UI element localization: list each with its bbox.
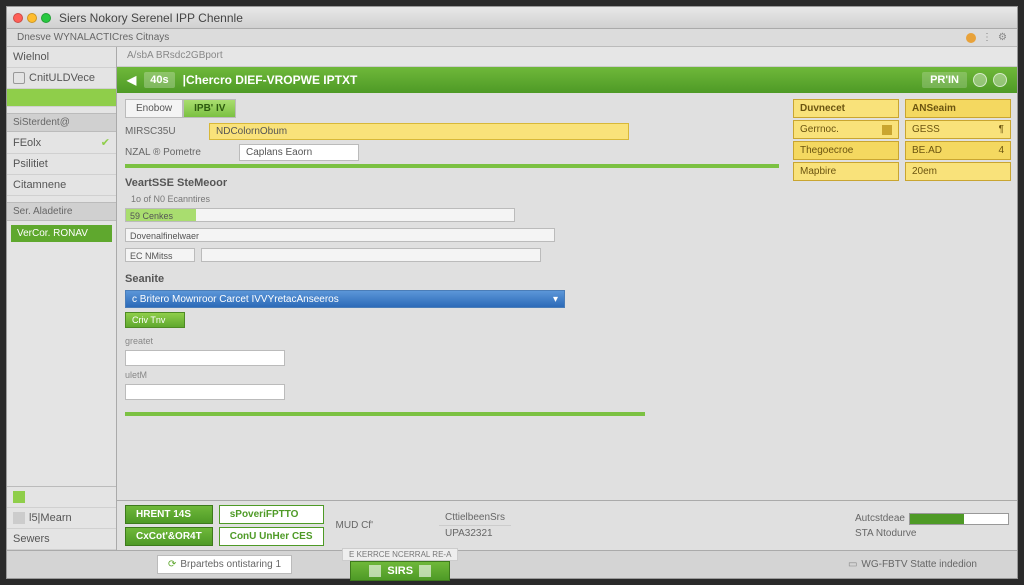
row-value-nzal[interactable]: Caplans Eaorn (239, 144, 359, 161)
sidebar-item-selected[interactable] (7, 89, 116, 107)
label-mudcf: MUD Cf' (336, 520, 373, 531)
label-upa32321: UPA32321 (439, 526, 511, 541)
info-panel: Duvnecet Gerrnoc. Thegoecroe Mapbire ANS… (787, 93, 1017, 500)
info-row-mapbire[interactable]: Mapbire (793, 162, 899, 181)
input-uletm[interactable] (125, 384, 285, 400)
info-val-gess: GESS¶ (905, 120, 1011, 139)
header-title: |Chercro DIEF-VROPWE IPTXT (183, 73, 358, 87)
monitor-icon: ▭ (848, 559, 857, 570)
label-autcstdeae: Autcstdeae (855, 513, 905, 524)
list-icon (13, 512, 25, 524)
window-title: Siers Nokory Serenel IPP Chennle (59, 11, 243, 25)
button-hrent[interactable]: HRENT 14S (125, 505, 213, 524)
tab-row: Enobow IPB' IV (125, 99, 779, 118)
breadcrumb: A/sbA BRsdc2GBport (117, 47, 1017, 67)
sidebar-item-wielnol[interactable]: Wielnol (7, 47, 116, 68)
button-spoverifptto[interactable]: sPoveriFPTTO (219, 505, 324, 524)
info-row-thegoecroe[interactable]: Thegoecroe (793, 141, 899, 160)
button-conuunher[interactable]: ConU UnHer CES (219, 527, 324, 546)
field-label-greatet: greatet (125, 336, 779, 346)
info-row-gerrnoc[interactable]: Gerrnoc. (793, 120, 899, 139)
sidebar-item-mearn[interactable]: l5|Mearn (7, 508, 116, 529)
tab-enobow[interactable]: Enobow (125, 99, 183, 118)
titlebar: Siers Nokory Serenel IPP Chennle (7, 7, 1017, 29)
status-right: ▭ WG-FBTV Statte indedion (838, 556, 987, 573)
label-stantodurve: STA Ntodurve (855, 528, 917, 539)
info-left-header: Duvnecet (793, 99, 899, 118)
field-ecnmitss[interactable]: EC NMitss (125, 248, 195, 262)
info-val-20em: 20em (905, 162, 1011, 181)
tab-ipb[interactable]: IPB' IV (183, 99, 236, 118)
menu-icon[interactable]: ⋮ (982, 32, 992, 43)
sidebar-item-feolx[interactable]: FEolx✔ (7, 132, 116, 154)
close-icon[interactable] (13, 13, 23, 23)
section-seanite: Seanite (125, 270, 779, 288)
info-icon (882, 125, 892, 135)
subsection-label: 1o of N0 Ecanntires (125, 194, 779, 204)
dropdown-britero[interactable]: c Britero Mownroor Carcet IVVYretacAnsee… (125, 290, 565, 308)
field-label-uletm: uletM (125, 370, 779, 380)
sidebar-item-cnituldvece[interactable]: CnitULDVece (7, 68, 116, 89)
notification-icon[interactable] (966, 33, 976, 43)
status-left[interactable]: ⟳ Brpartebs ontistaring 1 (157, 555, 292, 574)
info-right-header: ANSeaim (905, 99, 1011, 118)
progress-autcstdeae (909, 513, 1009, 525)
input-greatet[interactable] (125, 350, 285, 366)
header-pill[interactable]: PR'IN (922, 72, 967, 88)
bottom-toolbar: HRENT 14S CxCot'&OR4T sPoveriFPTTO ConU … (117, 500, 1017, 550)
status-center-button[interactable]: SIRS (350, 561, 450, 581)
section-veartsse: VeartSSE SteMeoor (125, 174, 779, 192)
back-icon[interactable]: ◀ (127, 73, 136, 87)
status-icon-1 (369, 565, 381, 577)
sidebar-group-aladetire: Ser. Aladetire (7, 202, 116, 221)
subtitle-bar: Dnesve WYNALACTICres Citnays ⋮ ⚙ (7, 29, 1017, 47)
sidebar-group-sisterdent: SiSterdent@ (7, 113, 116, 132)
divider-green-2 (125, 412, 645, 416)
divider-green (125, 164, 779, 168)
app-window: Siers Nokory Serenel IPP Chennle Dnesve … (6, 6, 1018, 579)
traffic-lights (13, 13, 51, 23)
minimize-icon[interactable] (27, 13, 37, 23)
app-icon (13, 491, 25, 503)
settings-icon[interactable]: ⚙ (998, 32, 1007, 43)
sidebar-item-sewers[interactable]: Sewers (7, 529, 116, 550)
row-label-mirsc: MIRSC35U (125, 126, 205, 137)
subtitle-text: Dnesve WYNALACTICres Citnays (17, 32, 169, 43)
refresh-icon: ⟳ (168, 559, 176, 570)
info-val-bead: BE.AD4 (905, 141, 1011, 160)
header-action-2-icon[interactable] (993, 73, 1007, 87)
sidebar-item-citamnene[interactable]: Citamnene (7, 175, 116, 196)
button-crivtnv[interactable]: Criv Tnv (125, 312, 185, 328)
device-icon (13, 72, 25, 84)
sidebar-badge-vercor[interactable]: VerCor. RONAV (11, 225, 112, 242)
status-top-label: E KERRCE NCERRAL RE-A (342, 548, 458, 561)
maximize-icon[interactable] (41, 13, 51, 23)
progress-dovenal: Dovenalfinelwaer (125, 228, 555, 242)
sidebar-item-psilitiet[interactable]: Psilitiet (7, 154, 116, 175)
status-bar: ⟳ Brpartebs ontistaring 1 E KERRCE NCERR… (7, 550, 1017, 578)
sidebar: Wielnol CnitULDVece SiSterdent@ FEolx✔ P… (7, 47, 117, 550)
check-icon: ✔ (101, 136, 110, 149)
header-badge: 40s (144, 72, 174, 88)
status-icon-2 (419, 565, 431, 577)
section-header: ◀ 40s |Chercro DIEF-VROPWE IPTXT PR'IN (117, 67, 1017, 93)
button-cxcot[interactable]: CxCot'&OR4T (125, 527, 213, 546)
main-area: A/sbA BRsdc2GBport ◀ 40s |Chercro DIEF-V… (117, 47, 1017, 550)
label-cttielbeensrs: CttielbeenSrs (439, 510, 511, 526)
row-value-mirsc[interactable]: NDColornObum (209, 123, 629, 140)
header-action-1-icon[interactable] (973, 73, 987, 87)
progress-cenkes: 59 Cenkes (125, 208, 515, 222)
sidebar-item-app1[interactable] (7, 487, 116, 508)
row-label-nzal: NZAL ® Pometre (125, 147, 235, 158)
field-blank[interactable] (201, 248, 541, 262)
